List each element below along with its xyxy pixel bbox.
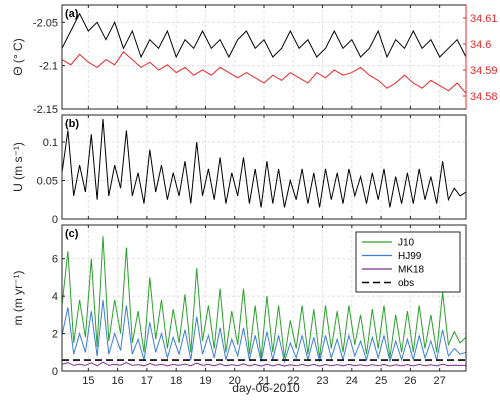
y-tick-label-right: 34.59	[470, 65, 498, 77]
y-tick-label-right: 34.6	[470, 39, 491, 51]
y-tick-label: -2.1	[39, 61, 58, 73]
legend-label: HJ99	[398, 251, 422, 262]
panel-b-current-speed: 0 0.05 0.1 U (m s⁻¹) (b)	[11, 114, 467, 226]
legend-label: MK18	[398, 265, 425, 276]
series-hj99-line	[62, 299, 466, 364]
y-axis-label: U (m s⁻¹)	[11, 142, 25, 192]
y-axis-label: m (m yr⁻¹)	[11, 271, 25, 326]
y-tick-label: 0	[52, 366, 58, 378]
panel-label: (b)	[65, 118, 79, 130]
x-tick-label: 23	[316, 375, 328, 387]
legend-label: J10	[398, 238, 415, 249]
x-tick-label: 20	[229, 375, 241, 387]
y-tick-label: -2.05	[33, 17, 58, 29]
x-tick-label: 16	[111, 375, 123, 387]
x-tick-label: 24	[346, 375, 358, 387]
series-mk18-line	[62, 361, 466, 367]
panel-label: (a)	[65, 8, 79, 20]
x-tick-label: 15	[82, 375, 94, 387]
x-tick-label: 27	[434, 375, 446, 387]
x-tick-label: 21	[258, 375, 270, 387]
y-tick-label: 2	[52, 329, 58, 341]
x-tick-label: 22	[287, 375, 299, 387]
series-sa-line	[62, 51, 466, 94]
x-tick-label: 18	[170, 375, 182, 387]
y-axis-label: Θ (° C)	[11, 38, 25, 75]
y-tick-label: 6	[52, 254, 58, 266]
y-tick-label: 0.05	[37, 175, 58, 187]
y-tick-label: 0	[52, 214, 58, 226]
legend-label: obs	[398, 278, 414, 289]
x-tick-label: 19	[199, 375, 211, 387]
y-tick-label: -2.15	[33, 104, 58, 116]
series-u-line	[62, 118, 466, 208]
y-tick-label: 4	[52, 291, 58, 303]
x-axis-label: day-06-2010	[232, 381, 300, 395]
series-j10-line	[62, 236, 466, 358]
x-tick-label: 17	[141, 375, 153, 387]
legend: J10 HJ99 MK18 obs	[355, 231, 461, 293]
x-tick-label: 25	[375, 375, 387, 387]
y-tick-label: 0.1	[43, 137, 58, 149]
series--line	[62, 12, 466, 59]
panel-label: (c)	[65, 228, 79, 240]
x-tick-label: 26	[404, 375, 416, 387]
y-tick-label-right: 34.58	[470, 91, 498, 103]
y-tick-label-right: 34.61	[470, 13, 498, 25]
